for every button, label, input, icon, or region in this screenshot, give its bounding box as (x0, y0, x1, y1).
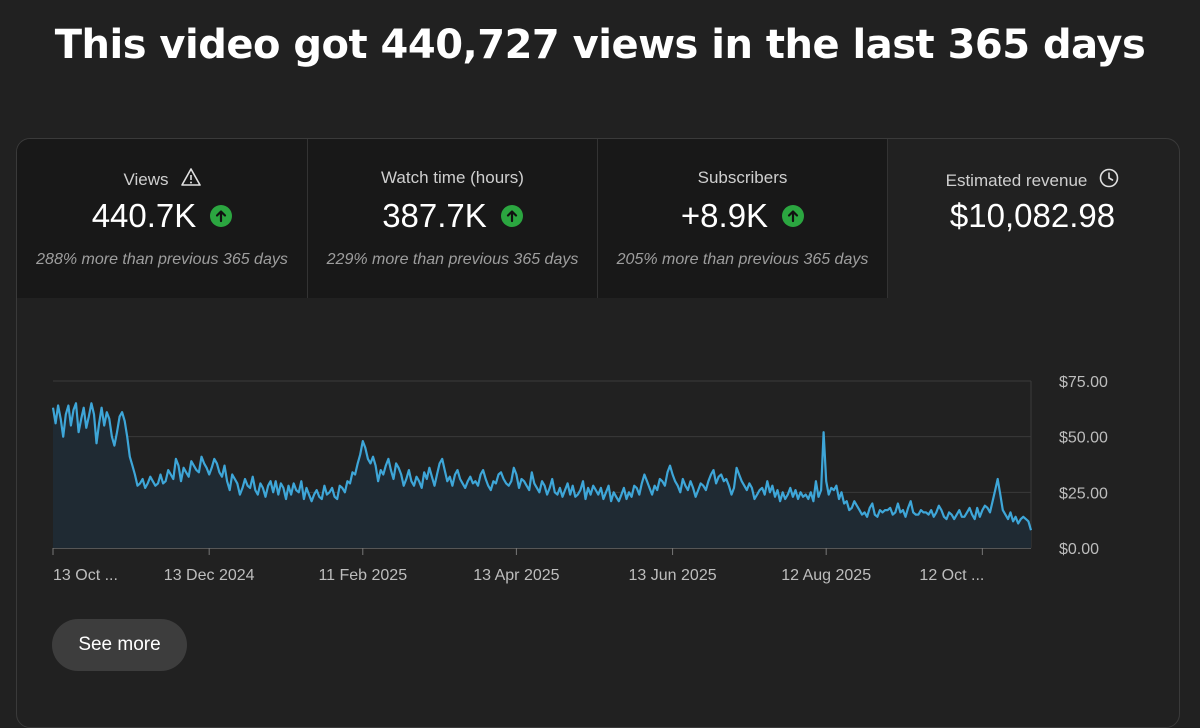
x-tick-label: 12 Aug 2025 (781, 567, 871, 584)
warning-icon[interactable] (180, 168, 201, 191)
tab-subscribers-comparison: 205% more than previous 365 days (616, 251, 869, 268)
tab-watch-time[interactable]: Watch time (hours) 387.7K 229% more than… (307, 139, 597, 298)
page-headline: This video got 440,727 views in the last… (54, 22, 1146, 68)
tab-views[interactable]: Views 440.7K 288% more than previous 365… (17, 139, 307, 298)
tab-watch-time-value: 387.7K (382, 197, 487, 234)
clock-icon[interactable] (1099, 168, 1119, 193)
tab-revenue-value: $10,082.98 (949, 197, 1116, 234)
revenue-chart[interactable]: $75.00 $50.00 $25.00 $0.00 13 Oct ... 13 Dec… (17, 299, 1180, 589)
x-tick-label: 11 Feb 2025 (318, 567, 407, 584)
x-tick-label: 13 Jun 2025 (629, 567, 717, 584)
analytics-card: Views 440.7K 288% more than previous 365… (16, 138, 1180, 728)
tab-views-value: 440.7K (91, 197, 197, 234)
revenue-area (53, 403, 1031, 548)
tab-watch-time-comparison: 229% more than previous 365 days (326, 251, 579, 268)
arrow-up-icon (500, 205, 523, 227)
tab-estimated-revenue[interactable]: Estimated revenue $10,082.98 (887, 139, 1177, 298)
x-tick-label: 13 Oct ... (53, 567, 118, 584)
x-tick-label: 13 Apr 2025 (473, 567, 559, 584)
tab-subscribers[interactable]: Subscribers +8.9K 205% more than previou… (597, 139, 887, 298)
see-more-button[interactable]: See more (52, 619, 187, 671)
arrow-up-icon (782, 205, 805, 227)
y-tick-label: $50.00 (1059, 430, 1108, 447)
tab-subscribers-label: Subscribers (697, 168, 788, 187)
tab-watch-time-label: Watch time (hours) (381, 168, 524, 187)
x-tick-label: 13 Dec 2024 (164, 567, 255, 584)
tab-views-label: Views (123, 169, 169, 189)
arrow-up-icon (210, 205, 233, 227)
y-tick-label: $75.00 (1059, 374, 1108, 391)
x-tick-label: 12 Oct ... (919, 567, 984, 584)
metric-tabs: Views 440.7K 288% more than previous 365… (17, 139, 1179, 298)
revenue-line (51, 402, 1033, 531)
tab-revenue-label: Estimated revenue (945, 170, 1088, 190)
y-tick-label: $25.00 (1059, 485, 1108, 502)
y-tick-label: $0.00 (1059, 541, 1099, 558)
tab-views-comparison: 288% more than previous 365 days (36, 251, 288, 268)
tab-subscribers-value: +8.9K (680, 197, 769, 234)
